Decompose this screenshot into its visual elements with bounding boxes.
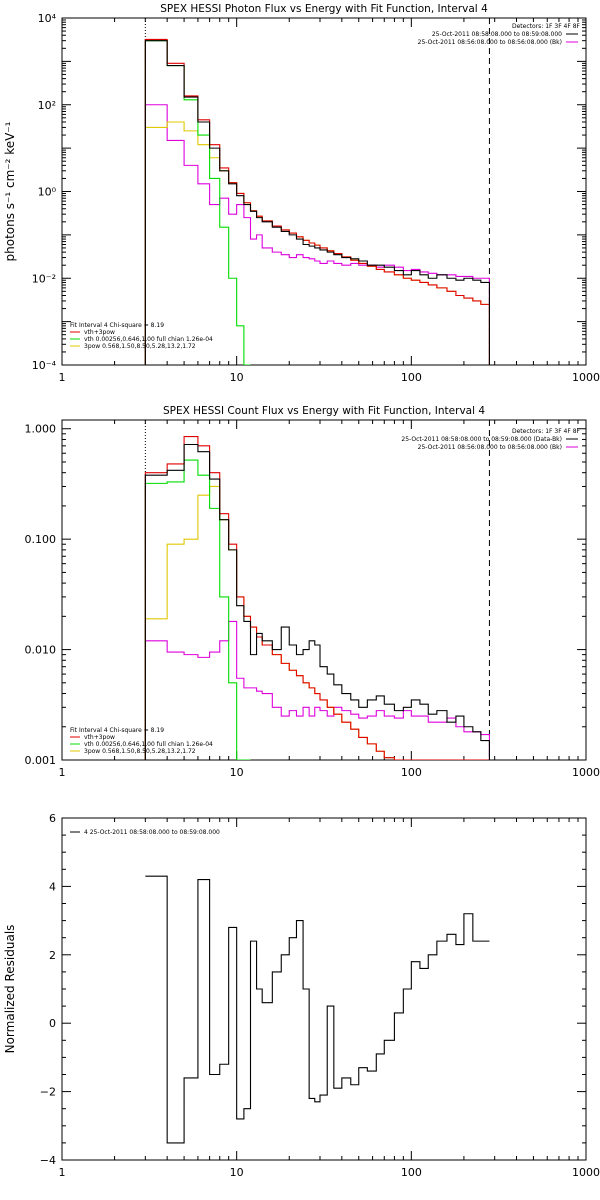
x-tick-label: 1: [59, 371, 66, 384]
x-tick-label: 100: [401, 766, 422, 779]
series-total: [144, 40, 490, 365]
series-vth: [144, 459, 251, 760]
legend-left-label: vth 0.00256,0.646,1.00 full chian 1.26e-…: [84, 336, 213, 343]
y-tick-label: 0.010: [25, 644, 57, 657]
legend-detectors: Detectors: 1F 3F 4F 8F: [512, 428, 581, 435]
y-tick-label: 0.001: [25, 754, 57, 767]
x-tick-label: 10: [230, 766, 244, 779]
y-axis-label: Normalized Residuals: [3, 925, 17, 1054]
y-tick-label: 10⁴: [38, 12, 57, 25]
x-tick-label: 1000: [572, 766, 600, 779]
y-tick-label: 4: [49, 880, 56, 893]
x-tick-label: 10: [230, 1166, 244, 1179]
legend-left-label: 3pow 0.568,1.50,8.50,5.28,13.2,1.72: [84, 748, 196, 755]
legend-right-label: 25-Oct-2011 08:58:08.000 to 08:59:08.000: [432, 31, 562, 38]
y-tick-label: 10²: [38, 99, 56, 112]
y-tick-label: 1.000: [25, 423, 57, 436]
x-tick-label: 1: [59, 766, 66, 779]
y-tick-label: 0.100: [25, 533, 57, 546]
chart-panel-3: 1 10 100 1000 −4 −2 0 2 4 6 Normalized Residuals 4 …: [3, 812, 600, 1179]
legend-right-label: 25-Oct-2011 08:58:08.000 to 08:59:08.000…: [401, 436, 562, 443]
chart-panel-2: SPEX HESSI Count Flux vs Energy with Fit…: [25, 405, 600, 779]
y-tick-label: 6: [49, 812, 56, 825]
legend-fit-title: Fit Interval 4 Chi-square = 8.19: [70, 727, 164, 734]
series-vth_3pow: [144, 38, 490, 365]
plot-frame: [61, 817, 587, 1161]
y-tick-label: −4: [40, 1154, 56, 1167]
chart-panel-1: SPEX HESSI Photon Flux vs Energy with Fi…: [3, 3, 600, 384]
x-tick-label: 1000: [572, 1166, 600, 1179]
y-tick-label: 10⁰: [38, 186, 57, 199]
legend-right-label: 25-Oct-2011 08:56:08.000 to 08:56:08.000…: [418, 444, 562, 451]
y-tick-label: 10⁻²: [32, 272, 56, 285]
x-tick-label: 1000: [572, 371, 600, 384]
x-tick-label: 100: [401, 371, 422, 384]
series-total: [145, 875, 490, 1144]
legend-right-label: 25-Oct-2011 08:56:08.000 to 08:56:08.000…: [418, 39, 562, 46]
series-background: [144, 104, 490, 365]
series-vth: [144, 40, 251, 365]
series-vth_3pow: [144, 435, 490, 760]
legend-left-label: vth+3pow: [84, 329, 115, 336]
y-tick-label: 10⁻⁴: [32, 359, 57, 372]
chart-title: SPEX HESSI Photon Flux vs Energy with Fi…: [160, 3, 488, 15]
chart-title: SPEX HESSI Count Flux vs Energy with Fit…: [163, 405, 485, 417]
y-axis-label: photons s⁻¹ cm⁻² keV⁻¹: [3, 121, 17, 261]
y-tick-label: 0: [49, 1017, 56, 1030]
legend-left-label: vth+3pow: [84, 734, 115, 741]
y-tick-label: 2: [49, 949, 56, 962]
legend-left-label: vth 0.00256,0.646,1.00 full chian 1.26e-…: [84, 741, 213, 748]
series-total: [144, 443, 490, 760]
series-3pow: [144, 485, 490, 760]
plot-frame: [61, 17, 587, 366]
x-tick-label: 1: [59, 1166, 66, 1179]
series-3pow: [144, 121, 490, 365]
plot-frame: [61, 419, 587, 761]
series-background: [144, 620, 490, 760]
legend-detectors: Detectors: 1F 3F 4F 8F: [512, 23, 581, 30]
x-tick-label: 100: [401, 1166, 422, 1179]
legend-left-label: 4 25-Oct-2011 08:58:08.000 to 08:59:08.0…: [84, 829, 220, 836]
legend-left-label: 3pow 0.568,1.50,8.50,5.28,13.2,1.72: [84, 343, 196, 350]
y-tick-label: −2: [40, 1086, 56, 1099]
legend-fit-title: Fit Interval 4 Chi-square = 8.19: [70, 322, 164, 329]
x-tick-label: 10: [230, 371, 244, 384]
